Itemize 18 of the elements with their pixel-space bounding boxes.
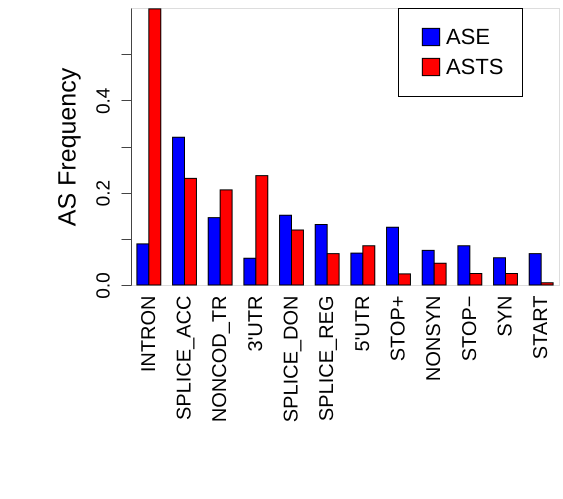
legend-label: ASE bbox=[446, 24, 490, 49]
x-tick-label: 3'UTR bbox=[244, 296, 267, 352]
y-axis-title: AS Frequency bbox=[54, 67, 82, 226]
x-tick-label: 5'UTR bbox=[352, 296, 374, 352]
legend-label: ASTS bbox=[446, 54, 504, 79]
x-tick-label: STOP− bbox=[458, 296, 481, 362]
y-tick-label: 0.0 bbox=[94, 272, 114, 299]
x-tick-label: SPLICE_DON bbox=[280, 296, 302, 422]
x-tick-label: SYN bbox=[494, 296, 516, 337]
y-tick-label: 0.2 bbox=[94, 180, 114, 206]
x-tick-label: NONCOD_TR bbox=[209, 296, 232, 422]
x-tick-label: SPLICE_ACC bbox=[174, 296, 196, 420]
x-tick-label: NONSYN bbox=[423, 296, 446, 382]
x-tick-label: INTRON bbox=[138, 296, 160, 372]
x-tick-label: SPLICE_REG bbox=[316, 296, 338, 422]
x-tick-label: START bbox=[530, 296, 552, 360]
y-tick-label: 0.4 bbox=[94, 87, 114, 114]
x-tick-label: STOP+ bbox=[388, 296, 410, 362]
